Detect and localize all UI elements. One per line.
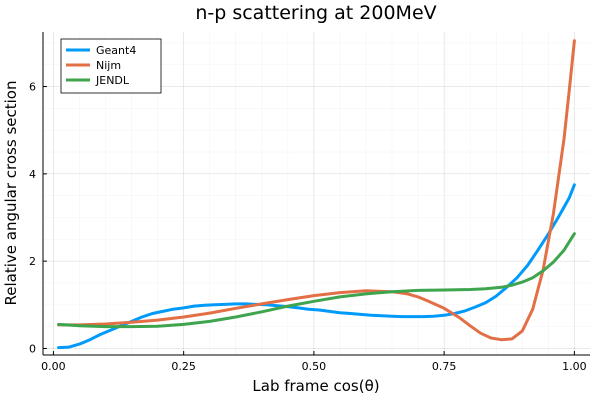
x-tick-label: 0.00 [41, 360, 66, 373]
ticks: 0.00 0.25 0.50 0.75 1.00 0 2 4 6 [29, 81, 587, 373]
series-line-nijm [57, 39, 576, 342]
y-tick-label: 6 [29, 81, 36, 94]
legend-label-geant4: Geant4 [96, 44, 136, 57]
series-line-geant4 [57, 183, 576, 350]
x-tick-label: 1.00 [562, 360, 587, 373]
y-tick-label: 2 [29, 255, 36, 268]
x-tick-label: 0.25 [171, 360, 196, 373]
series-line-jendl [57, 232, 576, 329]
x-tick-label: 0.75 [432, 360, 457, 373]
x-axis-title: Lab frame cos(θ) [252, 377, 379, 395]
chart-title: n-p scattering at 200MeV [195, 2, 436, 24]
legend: Geant4 Nijm JENDL [60, 38, 162, 94]
y-tick-label: 0 [29, 342, 36, 355]
y-tick-label: 4 [29, 168, 36, 181]
axes [42, 32, 590, 356]
y-axis-title: Relative angular cross section [2, 81, 20, 306]
series [57, 39, 576, 350]
legend-label-nijm: Nijm [96, 59, 121, 72]
x-tick-label: 0.50 [302, 360, 327, 373]
legend-label-jendl: JENDL [95, 74, 130, 87]
